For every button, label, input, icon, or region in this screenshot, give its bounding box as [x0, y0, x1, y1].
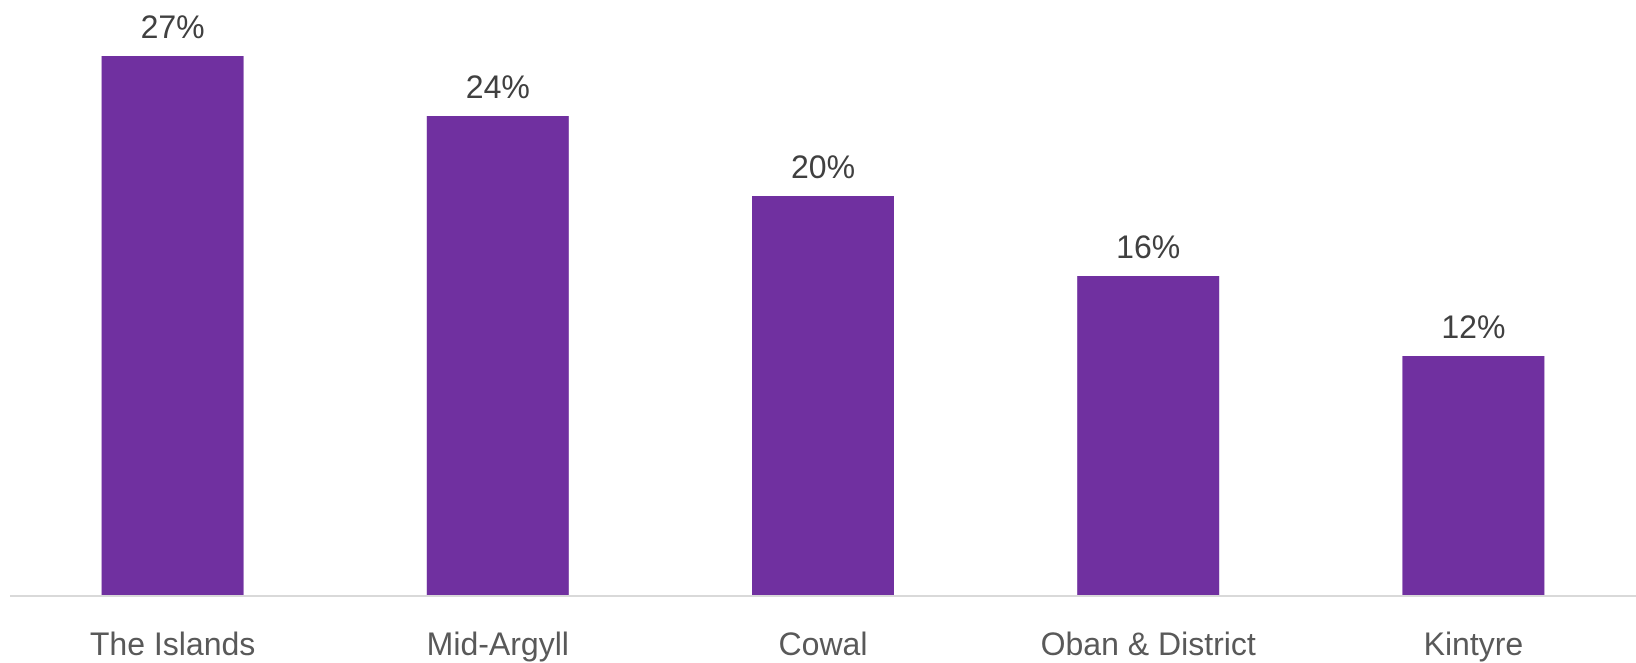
data-label-3: 16% [1116, 229, 1180, 265]
category-labels-group: The Islands Mid-Argyll Cowal Oban & Distric… [90, 626, 1523, 662]
bar-4 [1402, 356, 1545, 596]
category-label-2: Cowal [779, 626, 868, 662]
category-label-0: The Islands [90, 626, 255, 662]
data-label-1: 24% [466, 69, 530, 105]
bar-0 [101, 56, 244, 596]
bar-1 [426, 116, 569, 596]
category-label-4: Kintyre [1424, 626, 1524, 662]
data-label-4: 12% [1441, 309, 1505, 345]
data-label-2: 20% [791, 149, 855, 185]
data-labels-group: 27% 24% 20% 16% 12% [141, 9, 1506, 345]
bars-group [101, 56, 1545, 596]
category-label-1: Mid-Argyll [427, 626, 569, 662]
category-label-3: Oban & District [1041, 626, 1256, 662]
bar-2 [752, 196, 894, 596]
data-label-0: 27% [141, 9, 205, 45]
bar-3 [1077, 276, 1220, 596]
